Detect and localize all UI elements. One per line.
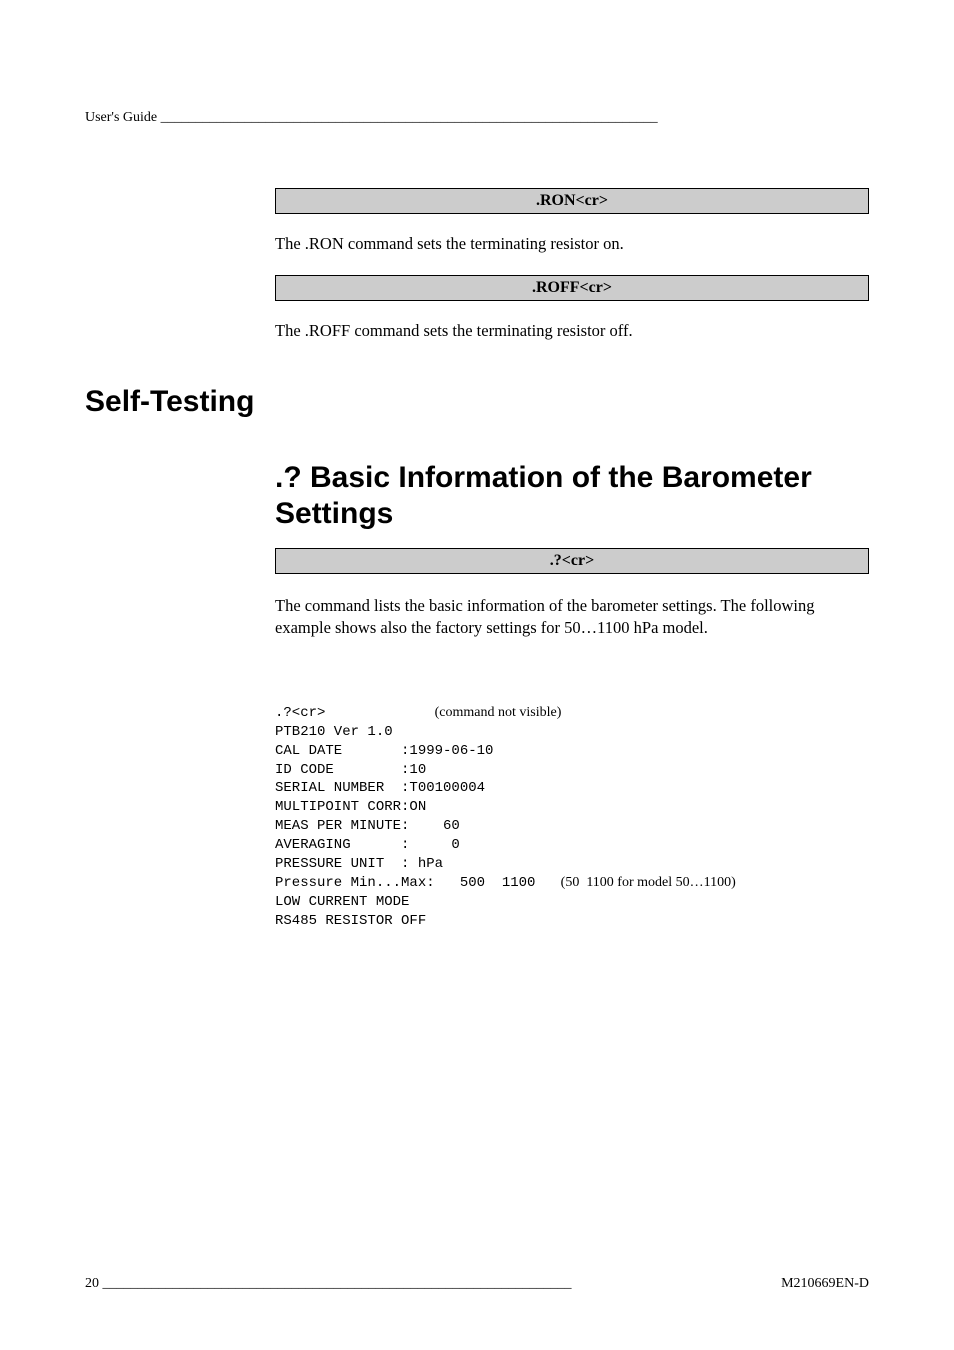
para-roff-post: command sets the terminating resistor of… [350, 321, 632, 340]
code-l10a: Pressure Min...Max: 500 1100 [275, 875, 561, 891]
code-l8: AVERAGING : 0 [275, 837, 460, 853]
code-l11: LOW CURRENT MODE [275, 894, 409, 910]
cmd-box-q-wrapper: .?<cr> [275, 548, 869, 574]
cmd-box-roff: .ROFF<cr> [275, 275, 869, 301]
header-left: User's Guide [85, 110, 157, 125]
para-ron-pre: The [275, 234, 305, 253]
header-rule: ________________________________________… [161, 110, 658, 125]
cmd-box-ron-wrapper: .RON<cr> [275, 188, 869, 214]
cmd-box-q: .?<cr> [275, 548, 869, 574]
para-ron: The .RON command sets the terminating re… [275, 233, 869, 255]
code-l10b: (50 1100 for model 50…1100) [561, 875, 736, 890]
code-listing: .?<cr> (command not visible) PTB210 Ver … [275, 685, 869, 931]
heading-basic-info-wrapper: .? Basic Information of the Barometer Se… [275, 460, 869, 532]
code-l7: MEAS PER MINUTE: 60 [275, 818, 460, 834]
para-basic-info: The command lists the basic information … [275, 595, 869, 640]
code-l1a: .?<cr> [275, 705, 325, 721]
cmd-box-ron: .RON<cr> [275, 188, 869, 214]
para-roff-pre: The [275, 321, 305, 340]
para-roff-cmd: .ROFF [305, 321, 350, 340]
code-l5: SERIAL NUMBER :T00100004 [275, 780, 485, 796]
heading-basic-info: .? Basic Information of the Barometer Se… [275, 460, 869, 532]
cmd-box-roff-wrapper: .ROFF<cr> [275, 275, 869, 301]
para-ron-cmd: .RON [305, 234, 344, 253]
para-ron-post: command sets the terminating resistor on… [344, 234, 624, 253]
para-roff: The .ROFF command sets the terminating r… [275, 320, 869, 342]
page-header: User's Guide ___________________________… [85, 110, 869, 126]
code-l9: PRESSURE UNIT : hPa [275, 856, 443, 872]
footer-left: 20 _____________________________________… [85, 1276, 572, 1291]
code-l3: CAL DATE :1999-06-10 [275, 743, 493, 759]
heading-self-testing: Self-Testing [85, 385, 254, 419]
code-l1b: (command not visible) [435, 705, 562, 720]
code-l12: RS485 RESISTOR OFF [275, 913, 426, 929]
page-footer: 20 _____________________________________… [85, 1276, 869, 1292]
code-l6: MULTIPOINT CORR:ON [275, 799, 426, 815]
code-l2: PTB210 Ver 1.0 [275, 724, 393, 740]
footer-right: M210669EN-D [781, 1276, 869, 1292]
code-l4: ID CODE :10 [275, 762, 426, 778]
